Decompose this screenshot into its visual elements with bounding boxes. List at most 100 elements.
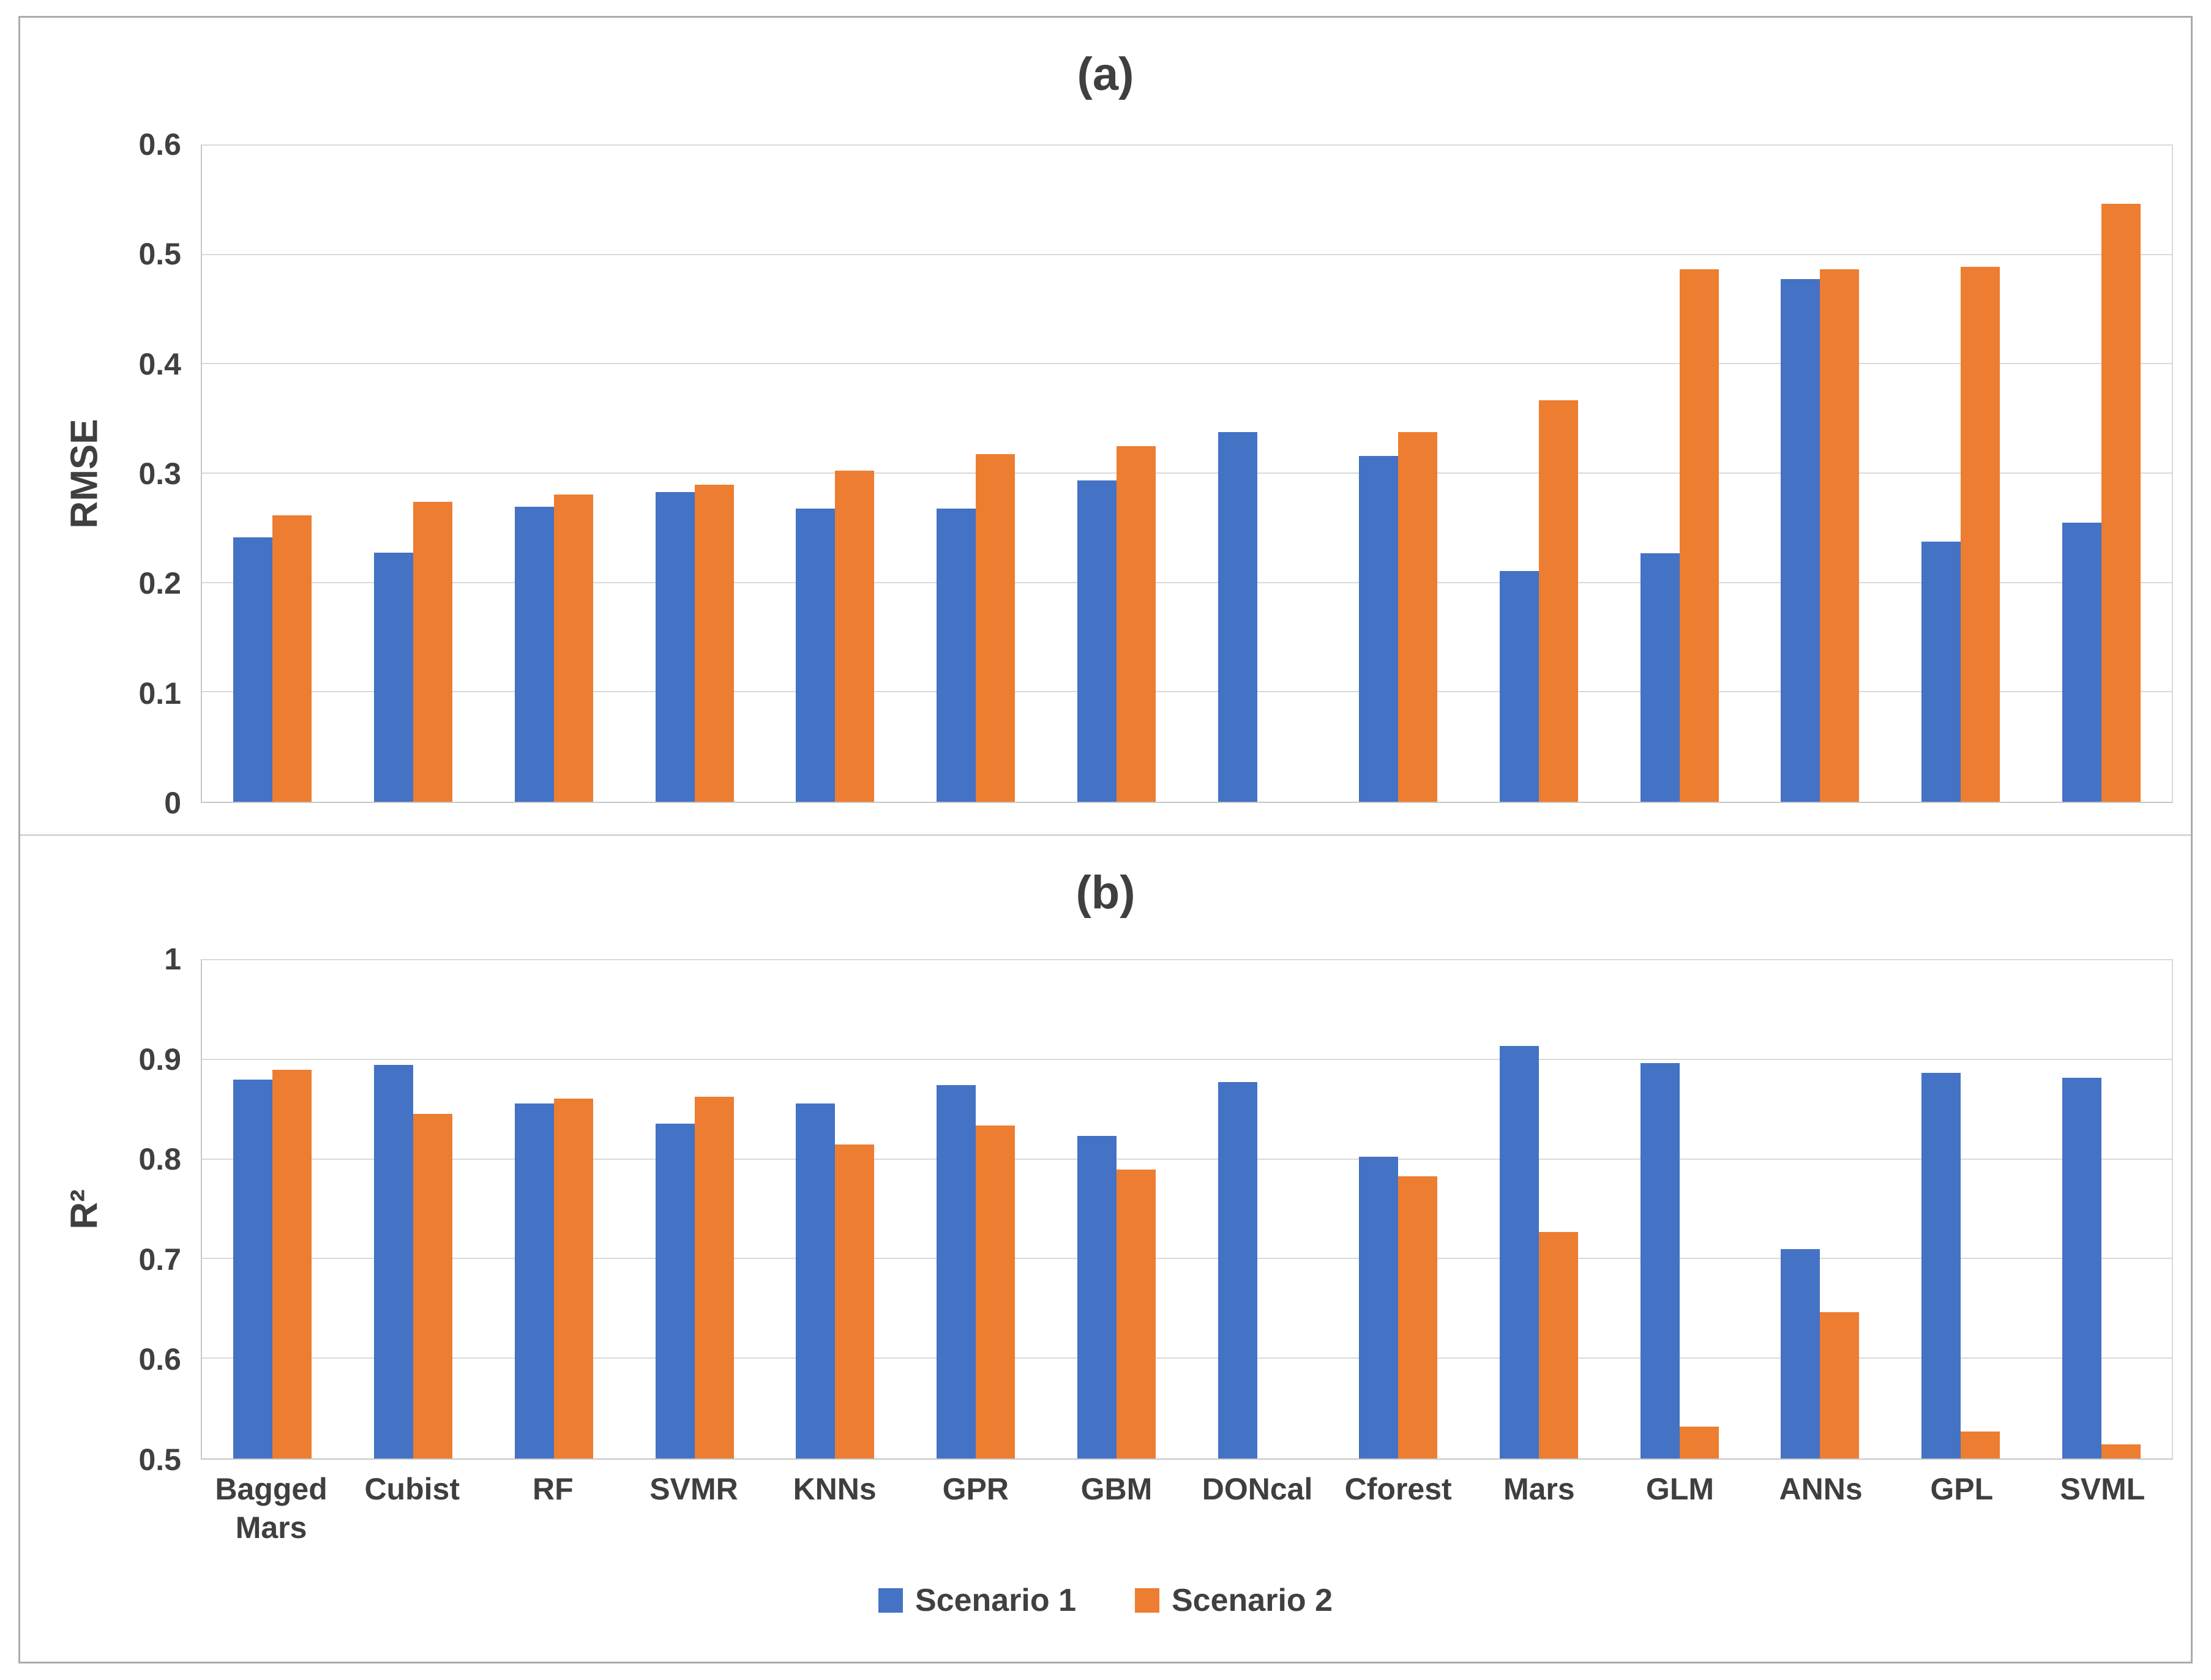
category-label: SVMR bbox=[649, 1472, 738, 1506]
bar-scenario-1 bbox=[1077, 1135, 1117, 1458]
bar-scenario-1 bbox=[233, 537, 272, 802]
y-tick-label: 0.4 bbox=[138, 346, 181, 381]
bar-group bbox=[1328, 960, 1468, 1458]
bar-group bbox=[484, 146, 624, 802]
bar-group bbox=[624, 960, 765, 1458]
legend-item-scenario-2: Scenario 2 bbox=[1135, 1582, 1333, 1619]
y-tick-label: 0.6 bbox=[138, 127, 181, 162]
bar-scenario-2 bbox=[553, 494, 593, 802]
category-label: RF bbox=[533, 1472, 574, 1506]
bar-scenario-2 bbox=[1679, 269, 1719, 802]
gridline bbox=[202, 1058, 2172, 1060]
category-label: GPL bbox=[1930, 1472, 1994, 1506]
bar-scenario-2 bbox=[835, 1144, 875, 1458]
bar-group bbox=[343, 960, 484, 1458]
bar-scenario-2 bbox=[1679, 1426, 1719, 1458]
bar-scenario-2 bbox=[1820, 1312, 1860, 1458]
bar-scenario-2 bbox=[694, 1097, 734, 1458]
bar-scenario-1 bbox=[655, 1124, 695, 1458]
category-label: Cubist bbox=[364, 1472, 460, 1506]
category-label: GBM bbox=[1080, 1472, 1153, 1506]
bar-scenario-1 bbox=[796, 509, 836, 802]
bar-scenario-1 bbox=[1218, 432, 1257, 802]
bar-group bbox=[484, 960, 624, 1458]
bar-scenario-1 bbox=[1640, 1062, 1680, 1458]
legend: Scenario 1 Scenario 2 bbox=[0, 1582, 2211, 1619]
panel-b-plot-area bbox=[201, 959, 2173, 1460]
y-tick-label: 0.1 bbox=[138, 676, 181, 711]
bar-group bbox=[1046, 146, 1187, 802]
bar-scenario-2 bbox=[2101, 203, 2141, 802]
category-label: GLM bbox=[1645, 1472, 1715, 1506]
bar-group bbox=[1749, 960, 1890, 1458]
gridline bbox=[202, 1258, 2172, 1260]
y-tick-label: 0.5 bbox=[138, 1443, 181, 1477]
legend-label-scenario-2: Scenario 2 bbox=[1172, 1583, 1333, 1618]
gridline bbox=[202, 253, 2172, 255]
bar-scenario-1 bbox=[796, 1103, 836, 1458]
y-tick-label: 0.9 bbox=[138, 1042, 181, 1077]
y-tick-label: 0.8 bbox=[138, 1142, 181, 1177]
gridline bbox=[202, 1357, 2172, 1359]
category-label: KNNs bbox=[793, 1472, 877, 1506]
bar-group bbox=[202, 146, 343, 802]
category-label: DONcal bbox=[1202, 1472, 1313, 1506]
scenario-2-swatch-icon bbox=[1135, 1588, 1159, 1613]
y-tick-label: 0.6 bbox=[138, 1342, 181, 1377]
bar-scenario-2 bbox=[2101, 1444, 2141, 1458]
bar-group bbox=[1468, 146, 1609, 802]
y-tick-label: 0 bbox=[164, 786, 181, 820]
bar-group bbox=[765, 960, 905, 1458]
bar-scenario-1 bbox=[655, 492, 695, 802]
bar-scenario-1 bbox=[1499, 571, 1539, 802]
bar-scenario-1 bbox=[514, 1103, 554, 1458]
category-label: SVML bbox=[2060, 1472, 2146, 1506]
bar-group bbox=[1187, 146, 1328, 802]
legend-item-scenario-1: Scenario 1 bbox=[878, 1582, 1076, 1619]
bar-group bbox=[202, 960, 343, 1458]
bar-scenario-2 bbox=[1117, 446, 1156, 802]
bar-scenario-1 bbox=[1781, 1249, 1820, 1458]
panel-b-y-tick-labels: 0.5 0.6 0.7 0.8 0.9 1 bbox=[0, 942, 181, 1477]
category-label: GPR bbox=[942, 1472, 1009, 1506]
category-label: Mars bbox=[1503, 1472, 1575, 1506]
bar-scenario-2 bbox=[1538, 1232, 1578, 1458]
bar-scenario-2 bbox=[1961, 1432, 2000, 1458]
category-label: Cforest bbox=[1344, 1472, 1452, 1506]
bar-scenario-2 bbox=[413, 1113, 452, 1458]
bar-scenario-1 bbox=[514, 506, 554, 802]
bar-group bbox=[905, 960, 1046, 1458]
bar-scenario-2 bbox=[553, 1099, 593, 1458]
gridline bbox=[202, 363, 2172, 365]
bar-scenario-1 bbox=[1781, 278, 1820, 802]
gridline bbox=[202, 581, 2172, 583]
bar-group bbox=[765, 146, 905, 802]
bar-group bbox=[343, 146, 484, 802]
bar-group bbox=[2031, 146, 2172, 802]
panel-b-title: (b) bbox=[1076, 867, 1135, 919]
bar-scenario-2 bbox=[976, 1126, 1016, 1458]
bar-scenario-2 bbox=[1961, 267, 2000, 802]
bar-group bbox=[1890, 146, 2031, 802]
bar-scenario-2 bbox=[835, 470, 875, 802]
y-tick-label: 0.2 bbox=[138, 566, 181, 601]
panel-a-y-tick-labels: 0 0.1 0.2 0.3 0.4 0.5 0.6 bbox=[0, 127, 181, 820]
bar-scenario-1 bbox=[937, 1085, 976, 1458]
gridline bbox=[202, 1158, 2172, 1160]
y-tick-label: 1 bbox=[164, 942, 181, 976]
bar-group bbox=[1187, 960, 1328, 1458]
bar-group bbox=[1328, 146, 1468, 802]
bar-scenario-1 bbox=[1921, 1072, 1961, 1458]
bar-scenario-2 bbox=[1538, 400, 1578, 802]
legend-label-scenario-1: Scenario 1 bbox=[915, 1583, 1076, 1618]
bar-group bbox=[1749, 146, 1890, 802]
x-axis-category-labels: Bagged Mars Cubist RF SVMR KNNs GPR GBM DONcal C… bbox=[201, 1470, 2173, 1547]
scenario-1-swatch-icon bbox=[878, 1588, 903, 1613]
bar-group bbox=[1609, 960, 1750, 1458]
bar-scenario-1 bbox=[233, 1080, 272, 1458]
y-tick-label: 0.3 bbox=[138, 457, 181, 491]
bar-scenario-1 bbox=[2062, 1078, 2102, 1458]
gridline bbox=[202, 691, 2172, 693]
bar-scenario-2 bbox=[272, 515, 312, 802]
